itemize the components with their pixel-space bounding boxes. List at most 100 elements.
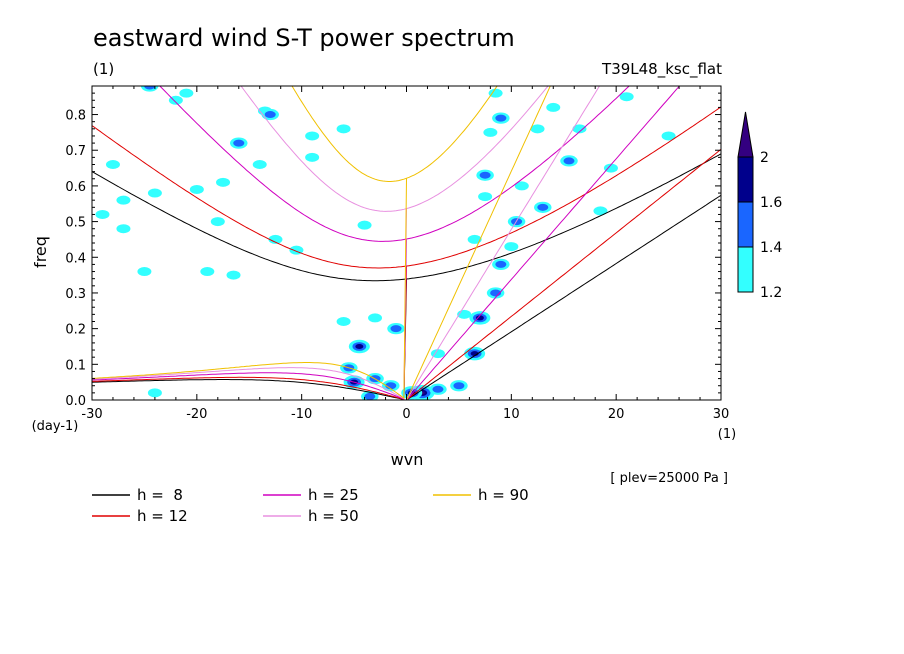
legend-item: h = 12	[92, 507, 188, 525]
contour-fill-2	[390, 325, 402, 333]
x-tick-label: -10	[291, 407, 312, 422]
x-tick-label: 30	[713, 407, 730, 422]
colorbar-segment	[737, 201, 754, 248]
legend-label: h = 90	[478, 486, 529, 504]
dispersion-curve-er	[92, 208, 407, 400]
dispersion-curve-er	[92, 239, 407, 400]
contour-blob	[488, 88, 503, 98]
colorbar-segment	[737, 246, 754, 293]
x-axis-label: wvn	[391, 450, 424, 469]
contour-fill-2	[495, 114, 507, 122]
colorbar-extend-arrow	[737, 111, 754, 158]
contour-blob	[429, 383, 447, 395]
contour-fill-1	[514, 181, 529, 191]
contour-fill-1	[661, 131, 676, 141]
legend-item: h = 90	[433, 486, 529, 504]
dispersion-curve-er	[92, 278, 407, 400]
contour-fill-1	[116, 195, 131, 205]
contour-fill-1	[179, 88, 194, 98]
dispersion-curve-ig	[291, 86, 498, 182]
contour-fill-1	[95, 209, 110, 219]
legend-item: h = 50	[263, 507, 359, 525]
y-tick-label: 0.8	[65, 109, 86, 124]
contour-blob	[348, 339, 370, 354]
contour-blob	[593, 206, 608, 216]
contour-fill-1	[216, 177, 231, 187]
contour-fill-2	[495, 260, 507, 268]
dispersion-curve-kel	[406, 148, 721, 400]
contour-fill-2	[479, 171, 491, 179]
contour-blob	[230, 137, 248, 149]
colorbar-label: 2	[760, 150, 769, 166]
y-tick-label: 0.7	[65, 144, 86, 159]
contour-fill-2	[364, 392, 376, 400]
legend-item: h = 25	[263, 486, 359, 504]
x-tick-label: -30	[81, 407, 102, 422]
contour-blob	[116, 195, 131, 205]
legend-label: h = 50	[308, 507, 359, 525]
contour-blob	[603, 163, 618, 173]
contour-fill-2	[432, 385, 444, 393]
contour-fill-1	[200, 267, 215, 277]
chart-title: eastward wind S-T power spectrum	[93, 24, 515, 52]
contour-fill-1	[368, 313, 383, 323]
contour-blob	[210, 217, 225, 227]
dispersion-curve-kel	[406, 194, 721, 400]
contour-fill-2	[563, 157, 575, 165]
contour-blob	[382, 380, 400, 392]
contour-fill-3	[355, 343, 364, 349]
colorbar-segment	[737, 156, 754, 203]
contour-blob	[560, 155, 578, 167]
contour-fill-1	[137, 267, 152, 277]
contour-blob	[661, 131, 676, 141]
contour-fill-2	[233, 139, 245, 147]
legend-label: h = 12	[137, 507, 188, 525]
contour-fill-1	[572, 124, 587, 134]
contour-blob	[261, 108, 279, 121]
contour-blob	[467, 234, 482, 244]
contour-fill-2	[264, 111, 276, 119]
contour-fill-1	[305, 152, 320, 162]
contour-fill-1	[147, 388, 162, 398]
contour-blob	[478, 192, 493, 202]
contour-fill-1	[430, 349, 445, 359]
dispersion-curve-kel	[406, 86, 681, 400]
contour-fill-1	[252, 160, 267, 169]
contour-fill-1	[483, 127, 498, 137]
chart-subtitle-right: T39L48_ksc_flat	[601, 60, 722, 79]
contour-blob	[179, 88, 194, 98]
contour-blob	[514, 181, 529, 191]
y-axis-label: freq	[31, 236, 50, 268]
contour-fill-1	[189, 184, 204, 194]
colorbar-label: 1.4	[760, 240, 782, 256]
contour-blob	[116, 224, 131, 234]
contour-blob	[336, 124, 351, 134]
contour-blob	[534, 201, 552, 213]
contour-fill-2	[537, 203, 549, 211]
contour-fill-1	[268, 234, 283, 244]
legend-label: h = 8	[137, 486, 183, 504]
colorbar-label: 1.2	[760, 285, 782, 301]
y-tick-label: 0.4	[65, 251, 86, 266]
contour-blob	[226, 270, 241, 280]
y-tick-label: 0.1	[65, 358, 86, 373]
contour-fill-1	[336, 317, 351, 326]
contour-fill-1	[619, 92, 634, 102]
contour-blob	[95, 209, 110, 219]
contour-fill-2	[453, 382, 465, 390]
contour-fill-1	[116, 224, 131, 234]
contour-blob	[305, 131, 320, 141]
contour-blob	[357, 220, 372, 230]
contour-fill-1	[603, 163, 618, 173]
y-axis-unit: (day-1)	[32, 419, 79, 434]
contour-fill-1	[226, 270, 241, 280]
x-tick-label: 0	[402, 407, 410, 422]
contour-blob	[140, 86, 159, 92]
contour-blob	[252, 160, 267, 169]
contour-blob	[168, 95, 183, 105]
y-tick-label: 0.6	[65, 180, 86, 195]
contour-blob	[105, 160, 120, 169]
contour-fill-2	[144, 86, 156, 90]
y-tick-label: 0.0	[65, 394, 86, 409]
